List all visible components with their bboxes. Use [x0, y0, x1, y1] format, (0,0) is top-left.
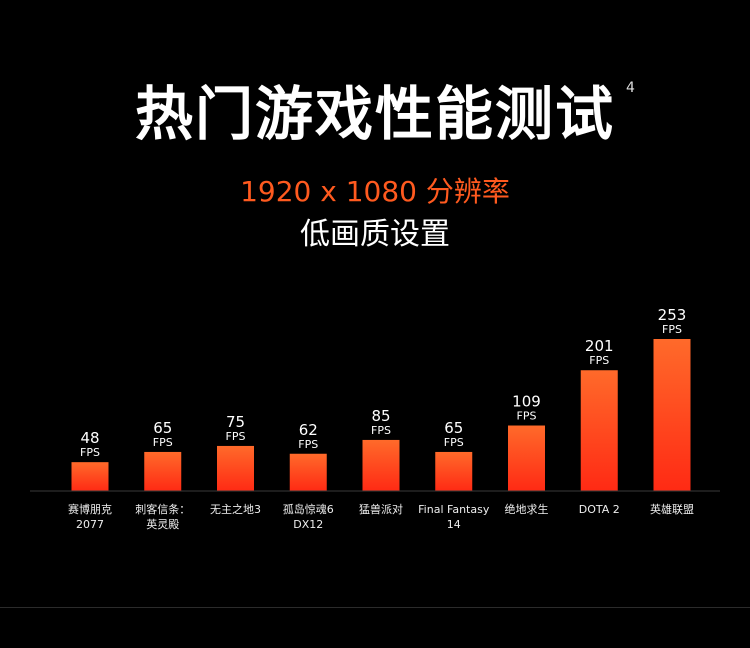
bar-value-label: 65	[444, 419, 463, 437]
bar-value-label: 109	[512, 393, 541, 411]
bar-unit-label: FPS	[226, 430, 246, 443]
footnote-marker: 4	[626, 80, 635, 96]
bar	[580, 370, 618, 491]
category-label-line: 2077	[76, 518, 104, 531]
bar-value-label: 65	[153, 419, 172, 437]
bar	[435, 451, 473, 491]
bar-value-label: 253	[658, 306, 687, 324]
quality-subtitle: 低画质设置	[300, 217, 450, 252]
category-label: 赛博朋克 2077	[45, 502, 135, 532]
bar	[217, 445, 254, 491]
bar-unit-label: FPS	[589, 354, 609, 367]
category-label: Final Fantasy 14	[409, 502, 499, 532]
bar	[508, 425, 545, 491]
bar	[144, 451, 182, 491]
bar-value-label: 85	[371, 407, 390, 425]
category-label: 孤岛惊魂6 DX12	[263, 502, 353, 532]
bar	[289, 453, 327, 491]
bar	[71, 462, 109, 491]
category-label-line: 孤岛惊魂6	[282, 503, 334, 516]
category-label: 猛兽派对	[336, 502, 426, 517]
bar-value-label: 201	[585, 337, 614, 355]
bar-unit-label: FPS	[80, 446, 100, 459]
bar-value-label: 75	[226, 413, 245, 431]
category-label: 无主之地3	[191, 502, 281, 517]
category-label-line: Final Fantasy	[418, 503, 490, 516]
bar-unit-label: FPS	[371, 424, 391, 437]
category-label-line: 刺客信条：	[135, 503, 191, 516]
bar-value-label: 48	[80, 429, 99, 447]
category-label: 英雄联盟	[627, 502, 717, 517]
category-label-line: 猛兽派对	[359, 503, 403, 516]
category-label-line: 无主之地3	[210, 503, 261, 516]
page-title: 热门游戏性能测试	[134, 80, 615, 148]
bar-unit-label: FPS	[153, 436, 173, 449]
category-label-line: 赛博朋克	[68, 503, 112, 516]
category-label: DOTA 2	[554, 502, 644, 517]
bottom-divider	[0, 607, 750, 608]
bar-unit-label: FPS	[517, 410, 537, 423]
bar-unit-label: FPS	[298, 438, 318, 451]
category-label-line: 14	[446, 518, 461, 531]
category-label: 刺客信条： 英灵殿	[118, 502, 208, 532]
category-label-line: 英雄联盟	[650, 503, 694, 516]
category-label-line: DX12	[293, 518, 324, 531]
category-label: 绝地求生	[482, 502, 572, 517]
bar-unit-label: FPS	[444, 436, 464, 449]
bar-value-label: 62	[299, 421, 318, 439]
category-label-line: 绝地求生	[504, 503, 549, 516]
bar	[362, 439, 400, 491]
bar-unit-label: FPS	[662, 323, 682, 336]
bar	[653, 339, 691, 491]
resolution-subtitle: 1920 x 1080 分辨率	[240, 175, 510, 208]
category-label-line: 英灵殿	[146, 518, 180, 531]
category-label-line: DOTA 2	[578, 503, 620, 516]
